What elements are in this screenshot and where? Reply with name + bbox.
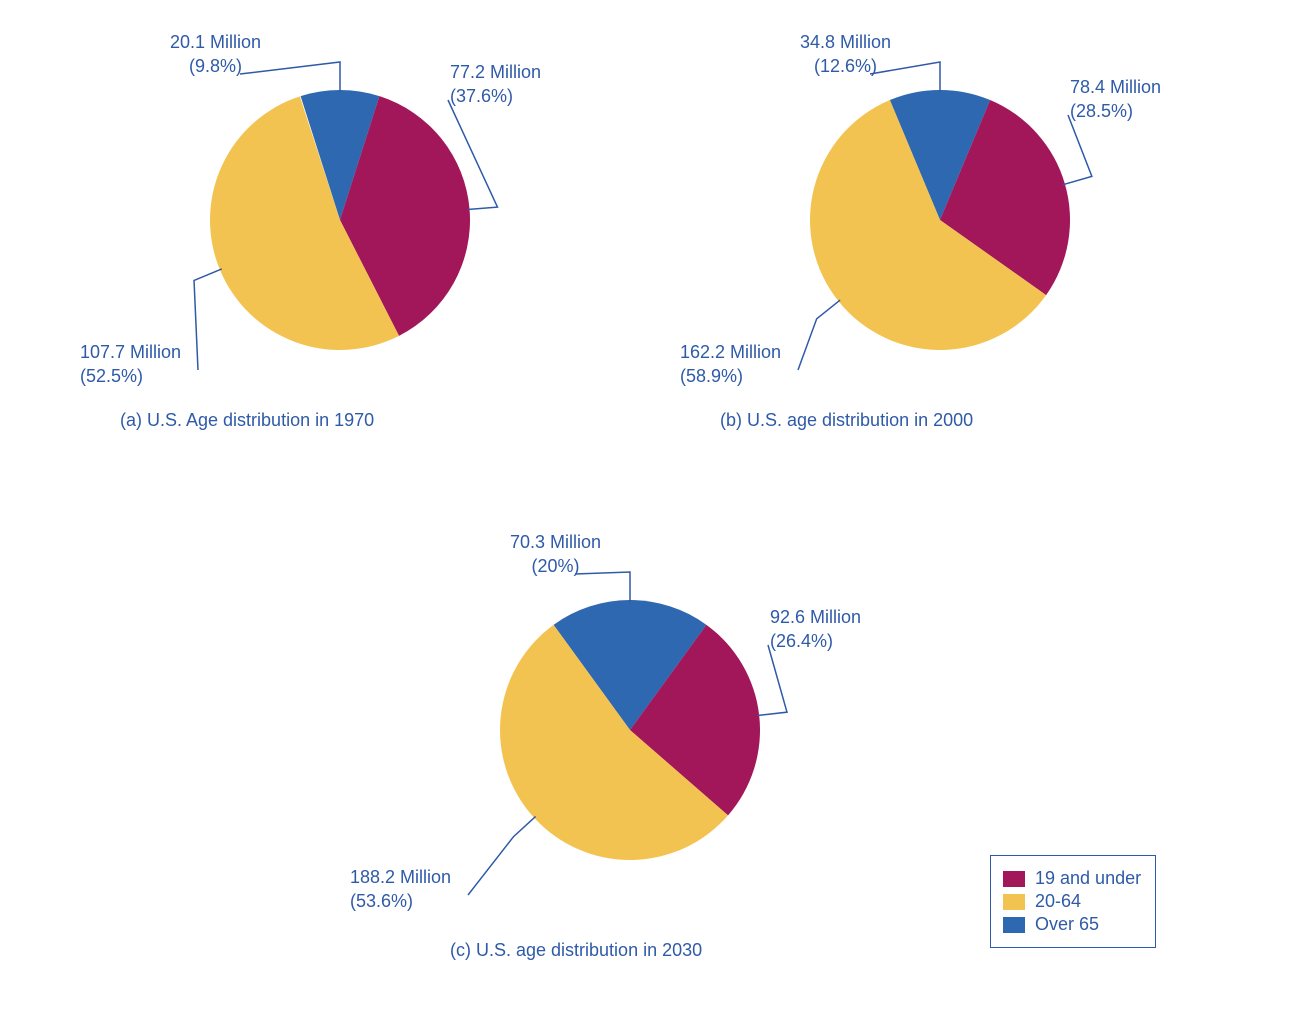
chart-b-under19-line2: (28.5%) <box>1070 101 1133 121</box>
chart-a-caption: (a) U.S. Age distribution in 1970 <box>120 410 374 431</box>
leader-line-under19 <box>757 645 787 716</box>
chart-b-under19-line1: 78.4 Million <box>1070 77 1161 97</box>
chart-b-label-under19: 78.4 Million (28.5%) <box>1070 75 1161 124</box>
chart-b-age2064-line1: 162.2 Million <box>680 342 781 362</box>
chart-c-panel: 70.3 Million (20%) 92.6 Million (26.4%) … <box>350 530 910 990</box>
chart-a-pie <box>210 90 470 350</box>
legend-row-2064: 20-64 <box>1003 891 1141 912</box>
chart-b-panel: 34.8 Million (12.6%) 78.4 Million (28.5%… <box>680 30 1200 460</box>
chart-a-under19-line2: (37.6%) <box>450 86 513 106</box>
chart-c-over65-line2: (20%) <box>532 556 580 576</box>
chart-c-caption: (c) U.S. age distribution in 2030 <box>450 940 702 961</box>
chart-b-caption: (b) U.S. age distribution in 2000 <box>720 410 973 431</box>
chart-c-under19-line1: 92.6 Million <box>770 607 861 627</box>
chart-c-label-over65: 70.3 Million (20%) <box>510 530 601 579</box>
chart-a-over65-line1: 20.1 Million <box>170 32 261 52</box>
chart-a-panel: 20.1 Million (9.8%) 77.2 Million (37.6%)… <box>80 30 600 460</box>
chart-b-over65-line2: (12.6%) <box>814 56 877 76</box>
chart-a-label-age2064: 107.7 Million (52.5%) <box>80 340 181 389</box>
chart-c-under19-line2: (26.4%) <box>770 631 833 651</box>
chart-a-age2064-line1: 107.7 Million <box>80 342 181 362</box>
chart-a-pie-wrap <box>210 90 470 350</box>
chart-b-pie-wrap <box>810 90 1070 350</box>
legend-swatch-over65 <box>1003 917 1025 933</box>
chart-c-label-age2064: 188.2 Million (53.6%) <box>350 865 451 914</box>
chart-b-label-age2064: 162.2 Million (58.9%) <box>680 340 781 389</box>
chart-b-age2064-line2: (58.9%) <box>680 366 743 386</box>
legend-row-over65: Over 65 <box>1003 914 1141 935</box>
chart-b-label-over65: 34.8 Million (12.6%) <box>800 30 891 79</box>
legend-swatch-under19 <box>1003 871 1025 887</box>
chart-a-under19-line1: 77.2 Million <box>450 62 541 82</box>
legend-row-under19: 19 and under <box>1003 868 1141 889</box>
legend-text-2064: 20-64 <box>1035 891 1081 912</box>
chart-a-age2064-line2: (52.5%) <box>80 366 143 386</box>
chart-a-label-over65: 20.1 Million (9.8%) <box>170 30 261 79</box>
chart-c-age2064-line1: 188.2 Million <box>350 867 451 887</box>
chart-c-over65-line1: 70.3 Million <box>510 532 601 552</box>
chart-b-over65-line1: 34.8 Million <box>800 32 891 52</box>
chart-a-over65-line2: (9.8%) <box>189 56 242 76</box>
chart-c-age2064-line2: (53.6%) <box>350 891 413 911</box>
legend-text-under19: 19 and under <box>1035 868 1141 889</box>
legend-box: 19 and under 20-64 Over 65 <box>990 855 1156 948</box>
chart-c-pie-wrap <box>500 600 760 860</box>
legend-swatch-2064 <box>1003 894 1025 910</box>
chart-c-pie <box>500 600 760 860</box>
chart-b-pie <box>810 90 1070 350</box>
chart-a-label-under19: 77.2 Million (37.6%) <box>450 60 541 109</box>
chart-c-label-under19: 92.6 Million (26.4%) <box>770 605 861 654</box>
legend-text-over65: Over 65 <box>1035 914 1099 935</box>
